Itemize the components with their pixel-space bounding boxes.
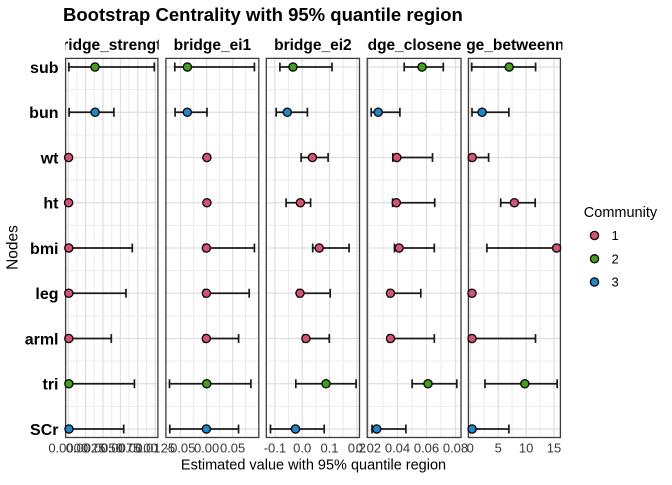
svg-text:wt: wt bbox=[40, 150, 59, 167]
svg-text:0.0000: 0.0000 bbox=[48, 440, 88, 455]
svg-text:0.08: 0.08 bbox=[443, 440, 468, 455]
svg-text:0.05: 0.05 bbox=[220, 440, 245, 455]
svg-text:Bootstrap Centrality with 95%: Bootstrap Centrality with 95% quantile r… bbox=[63, 4, 463, 25]
svg-text:5: 5 bbox=[495, 440, 502, 455]
svg-text:0.0025: 0.0025 bbox=[66, 440, 106, 455]
svg-text:bridge_strength: bridge_strength bbox=[53, 37, 171, 54]
svg-text:SCr: SCr bbox=[30, 422, 58, 439]
svg-text:2: 2 bbox=[612, 251, 619, 266]
svg-text:Nodes: Nodes bbox=[5, 225, 22, 270]
svg-text:bun: bun bbox=[29, 105, 58, 122]
svg-text:10: 10 bbox=[519, 440, 533, 455]
svg-text:Estimated value with 95% quant: Estimated value with 95% quantile region bbox=[181, 458, 446, 474]
svg-text:0.02: 0.02 bbox=[356, 440, 381, 455]
svg-text:0.04: 0.04 bbox=[385, 440, 410, 455]
svg-text:leg: leg bbox=[35, 286, 58, 303]
svg-text:0.0075: 0.0075 bbox=[101, 440, 141, 455]
svg-text:sub: sub bbox=[30, 60, 59, 77]
svg-text:-0.05: -0.05 bbox=[166, 440, 196, 455]
svg-text:3: 3 bbox=[612, 275, 619, 290]
svg-text:bridge_betweenness: bridge_betweenness bbox=[437, 37, 590, 54]
svg-text:arml: arml bbox=[25, 331, 59, 348]
svg-text:0: 0 bbox=[467, 440, 474, 455]
svg-text:0.2: 0.2 bbox=[348, 440, 366, 455]
svg-text:15: 15 bbox=[547, 440, 561, 455]
svg-text:tri: tri bbox=[43, 377, 59, 394]
svg-text:0.00: 0.00 bbox=[194, 440, 219, 455]
svg-text:0.0050: 0.0050 bbox=[83, 440, 123, 455]
svg-text:bridge_ei2: bridge_ei2 bbox=[274, 37, 352, 54]
svg-text:0.1: 0.1 bbox=[320, 440, 338, 455]
svg-text:0.0125: 0.0125 bbox=[135, 440, 175, 455]
svg-text:0.0: 0.0 bbox=[293, 440, 311, 455]
svg-text:bmi: bmi bbox=[30, 241, 58, 258]
svg-text:ht: ht bbox=[43, 196, 59, 213]
svg-text:-0.1: -0.1 bbox=[264, 440, 286, 455]
svg-text:1: 1 bbox=[612, 228, 619, 243]
svg-text:0.06: 0.06 bbox=[414, 440, 439, 455]
svg-text:0.0100: 0.0100 bbox=[118, 440, 158, 455]
svg-text:Community: Community bbox=[584, 205, 658, 221]
svg-text:bridge_ei1: bridge_ei1 bbox=[174, 37, 252, 54]
svg-text:bridge_closeness: bridge_closeness bbox=[348, 37, 479, 54]
